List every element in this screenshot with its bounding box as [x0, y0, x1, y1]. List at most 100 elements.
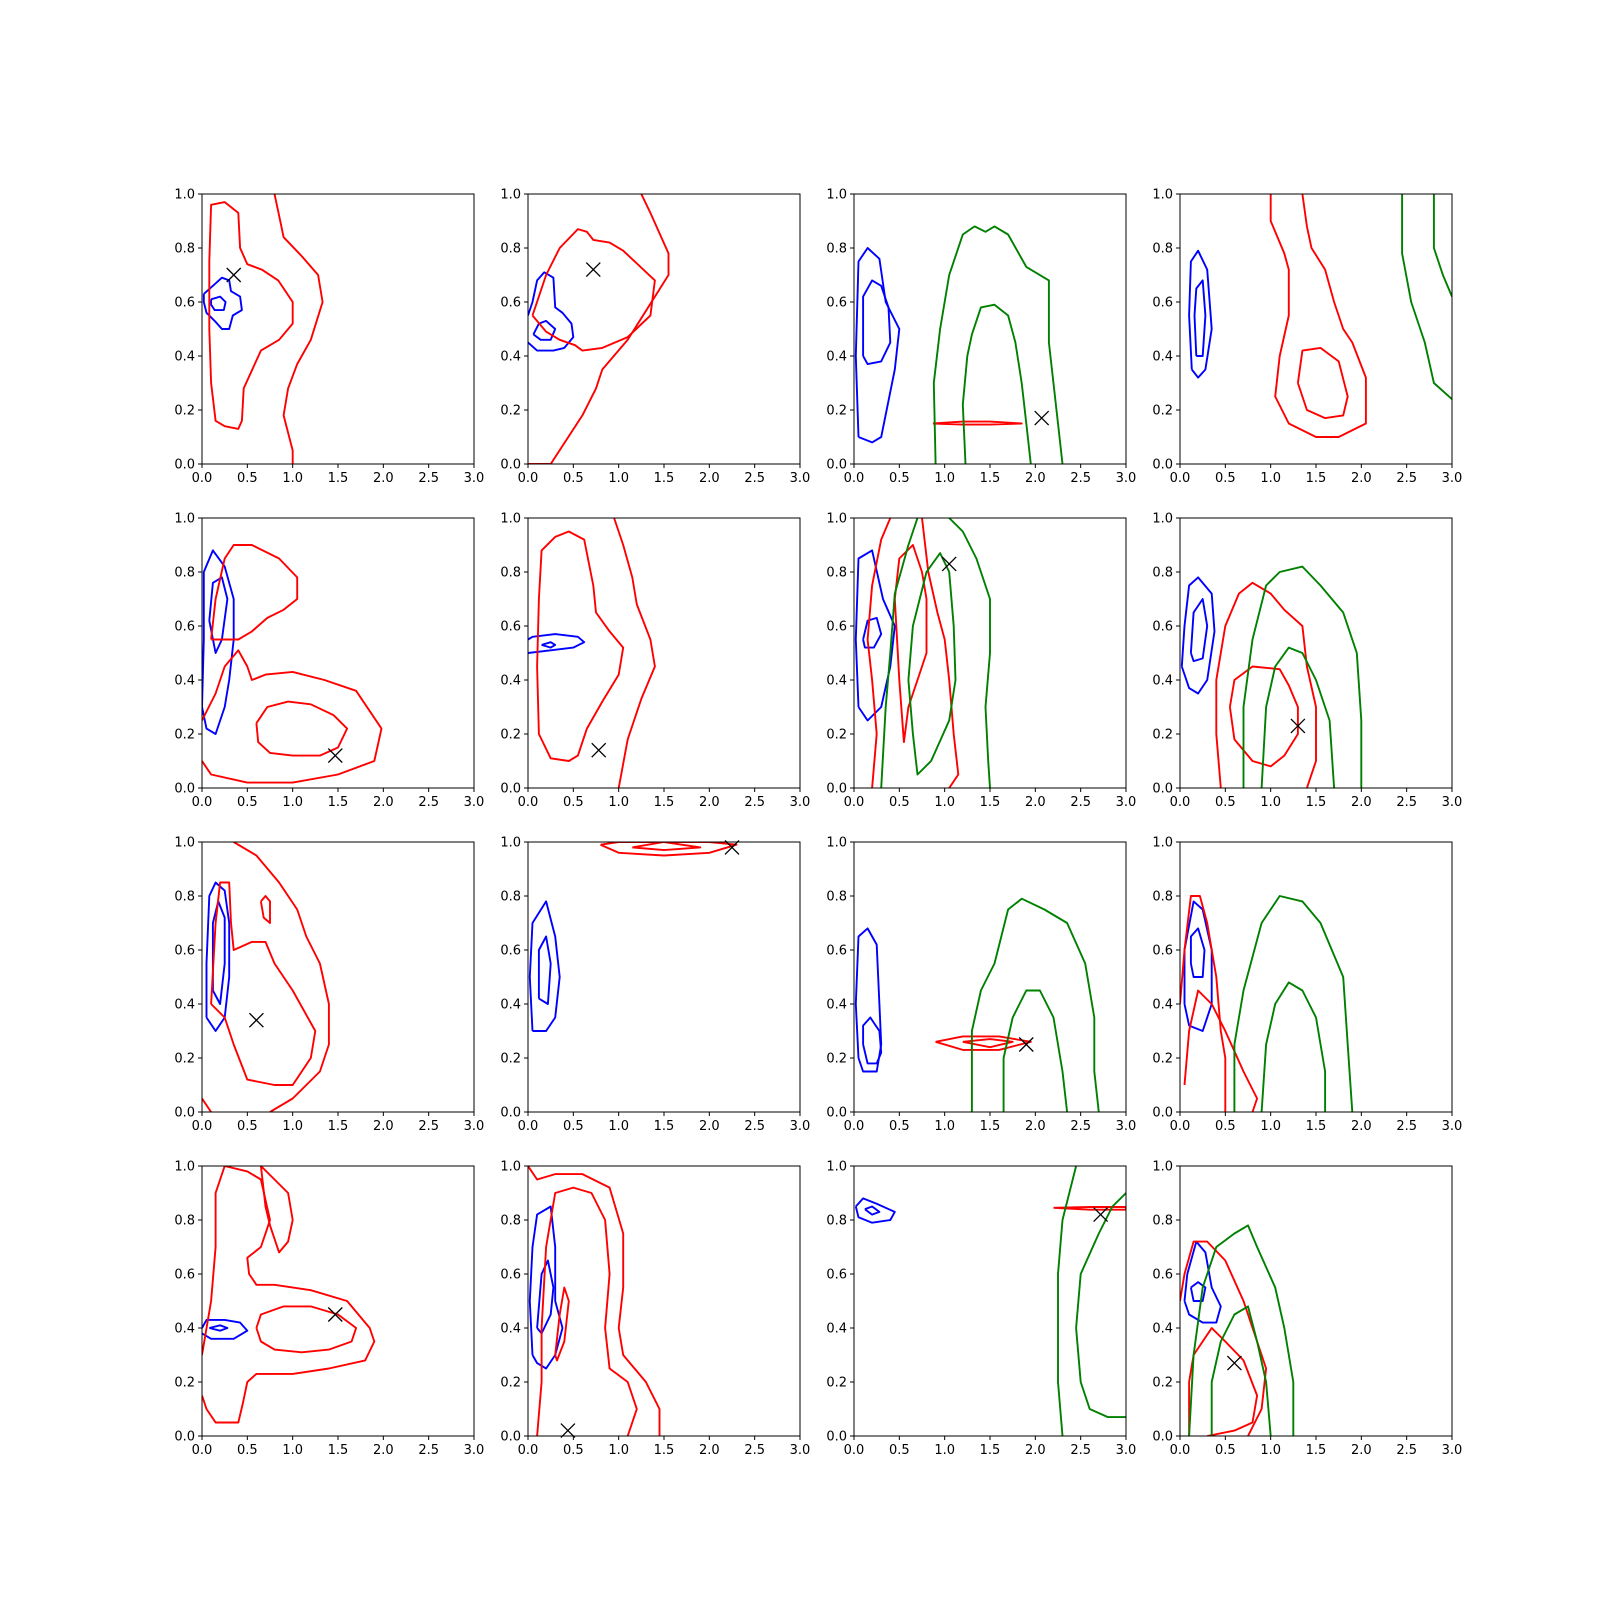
y-tick-label: 0.6	[174, 620, 195, 635]
x-tick-label: 1.0	[608, 471, 629, 486]
y-tick-label: 0.2	[500, 404, 521, 419]
x-tick-label: 0.0	[192, 471, 213, 486]
y-tick-label: 1.0	[174, 512, 195, 527]
x-tick-label: 0.5	[889, 1119, 910, 1134]
y-tick-label: 0.8	[1152, 242, 1173, 257]
red-contour-line	[1269, 194, 1367, 438]
y-tick-label: 0.2	[1152, 1376, 1173, 1391]
x-tick-label: 0.5	[1215, 1119, 1236, 1134]
x-marker	[248, 1012, 264, 1028]
contour-group	[202, 544, 383, 784]
red-contour-line	[528, 1166, 661, 1436]
x-marker	[591, 742, 607, 758]
subplot-4-2: 0.0 0.5 1.0 1.5 2.0 2.5 3.0 0.0 0.2 0.4 0.6 0.8 1.0	[500, 1160, 810, 1459]
y-tick-label: 1.0	[174, 188, 195, 203]
x-tick-label: 0.5	[563, 1119, 584, 1134]
y-tick-label: 0.6	[174, 1268, 195, 1283]
x-tick-label: 1.5	[654, 1119, 675, 1134]
red-contour-line	[536, 530, 625, 762]
contour-group	[854, 518, 991, 788]
red-contour-line	[233, 842, 330, 1112]
x-tick-label: 3.0	[790, 471, 811, 486]
red-contour-line	[935, 1035, 1032, 1051]
y-tick-label: 0.2	[826, 1052, 847, 1067]
x-tick-label: 2.0	[1025, 1119, 1046, 1134]
y-tick-label: 0.8	[174, 242, 195, 257]
y-tick-label: 0.4	[1152, 998, 1173, 1013]
red-contour-line	[600, 842, 738, 857]
y-tick-label: 0.6	[1152, 1268, 1173, 1283]
x-tick-label: 1.5	[980, 471, 1001, 486]
contour-group	[528, 842, 738, 1032]
y-tick-label: 0.0	[174, 782, 195, 797]
blue-contour-line	[528, 633, 586, 654]
x-tick-label: 1.5	[654, 1443, 675, 1458]
x-tick-label: 2.5	[1396, 1119, 1417, 1134]
y-tick-label: 1.0	[1152, 836, 1173, 851]
blue-contour-line	[205, 881, 231, 1032]
green-contour-line	[961, 303, 1032, 464]
y-tick-label: 0.8	[1152, 890, 1173, 905]
green-contour-line	[1057, 1166, 1078, 1436]
y-tick-label: 0.2	[174, 404, 195, 419]
x-tick-label: 2.5	[418, 1443, 439, 1458]
y-tick-label: 0.4	[826, 674, 847, 689]
x-tick-label: 0.5	[237, 1119, 258, 1134]
blue-contour-line	[208, 576, 229, 654]
y-tick-label: 1.0	[1152, 188, 1173, 203]
contour-group	[528, 194, 670, 464]
x-tick-label: 3.0	[1442, 1119, 1463, 1134]
y-tick-label: 0.0	[826, 1430, 847, 1445]
axes-frame	[1179, 841, 1453, 1113]
x-tick-label: 0.0	[192, 1443, 213, 1458]
y-tick-label: 0.6	[1152, 620, 1173, 635]
x-tick-label: 2.0	[1025, 471, 1046, 486]
red-contour-line	[632, 842, 702, 852]
y-tick-label: 1.0	[826, 188, 847, 203]
y-tick-label: 0.6	[174, 944, 195, 959]
y-tick-label: 0.4	[1152, 1322, 1173, 1337]
y-tick-label: 0.0	[174, 458, 195, 473]
x-tick-label: 2.5	[418, 471, 439, 486]
green-contour-line	[1260, 981, 1327, 1112]
y-tick-label: 0.4	[826, 1322, 847, 1337]
y-tick-label: 0.4	[826, 350, 847, 365]
red-contour-line	[932, 420, 1023, 426]
green-contour-line	[1075, 1192, 1126, 1419]
x-tick-label: 2.5	[744, 1443, 765, 1458]
red-contour-line	[536, 1186, 638, 1436]
x-tick-label: 0.0	[844, 471, 865, 486]
x-tick-label: 3.0	[1442, 1443, 1463, 1458]
contour-group	[854, 225, 1064, 464]
y-tick-label: 1.0	[826, 512, 847, 527]
y-tick-label: 0.0	[500, 458, 521, 473]
x-tick-label: 0.5	[1215, 795, 1236, 810]
x-tick-label: 3.0	[1116, 1119, 1137, 1134]
y-tick-label: 0.8	[500, 242, 521, 257]
subplot-3-1: 0.0 0.5 1.0 1.5 2.0 2.5 3.0 0.0 0.2 0.4 0.6 0.8 1.0	[174, 836, 484, 1135]
y-tick-label: 0.4	[1152, 350, 1173, 365]
x-marker	[1034, 410, 1050, 426]
y-tick-label: 0.0	[500, 1106, 521, 1121]
subplot-3-3: 0.0 0.5 1.0 1.5 2.0 2.5 3.0 0.0 0.2 0.4 0.6 0.8 1.0	[826, 836, 1136, 1135]
x-tick-label: 1.5	[1306, 795, 1327, 810]
y-tick-label: 0.8	[826, 890, 847, 905]
contour-group	[1180, 895, 1354, 1112]
x-tick-label: 0.5	[563, 795, 584, 810]
y-tick-label: 1.0	[826, 1160, 847, 1175]
red-contour-line	[531, 228, 656, 352]
red-contour-line	[613, 518, 656, 788]
red-contour-line	[893, 544, 928, 744]
x-tick-label: 0.0	[192, 795, 213, 810]
x-tick-label: 1.5	[328, 1443, 349, 1458]
y-tick-label: 0.6	[174, 296, 195, 311]
subplot-3-2: 0.0 0.5 1.0 1.5 2.0 2.5 3.0 0.0 0.2 0.4 0.6 0.8 1.0	[500, 836, 810, 1135]
x-tick-label: 3.0	[1116, 471, 1137, 486]
y-tick-label: 0.6	[500, 1268, 521, 1283]
y-tick-label: 0.0	[1152, 1106, 1173, 1121]
red-contour-line	[202, 649, 383, 784]
subplot-2-3: 0.0 0.5 1.0 1.5 2.0 2.5 3.0 0.0 0.2 0.4 0.6 0.8 1.0	[826, 512, 1136, 811]
subplot-1-3: 0.0 0.5 1.0 1.5 2.0 2.5 3.0 0.0 0.2 0.4 0.6 0.8 1.0	[826, 188, 1136, 487]
x-tick-label: 1.0	[282, 1443, 303, 1458]
x-marker	[585, 262, 601, 278]
